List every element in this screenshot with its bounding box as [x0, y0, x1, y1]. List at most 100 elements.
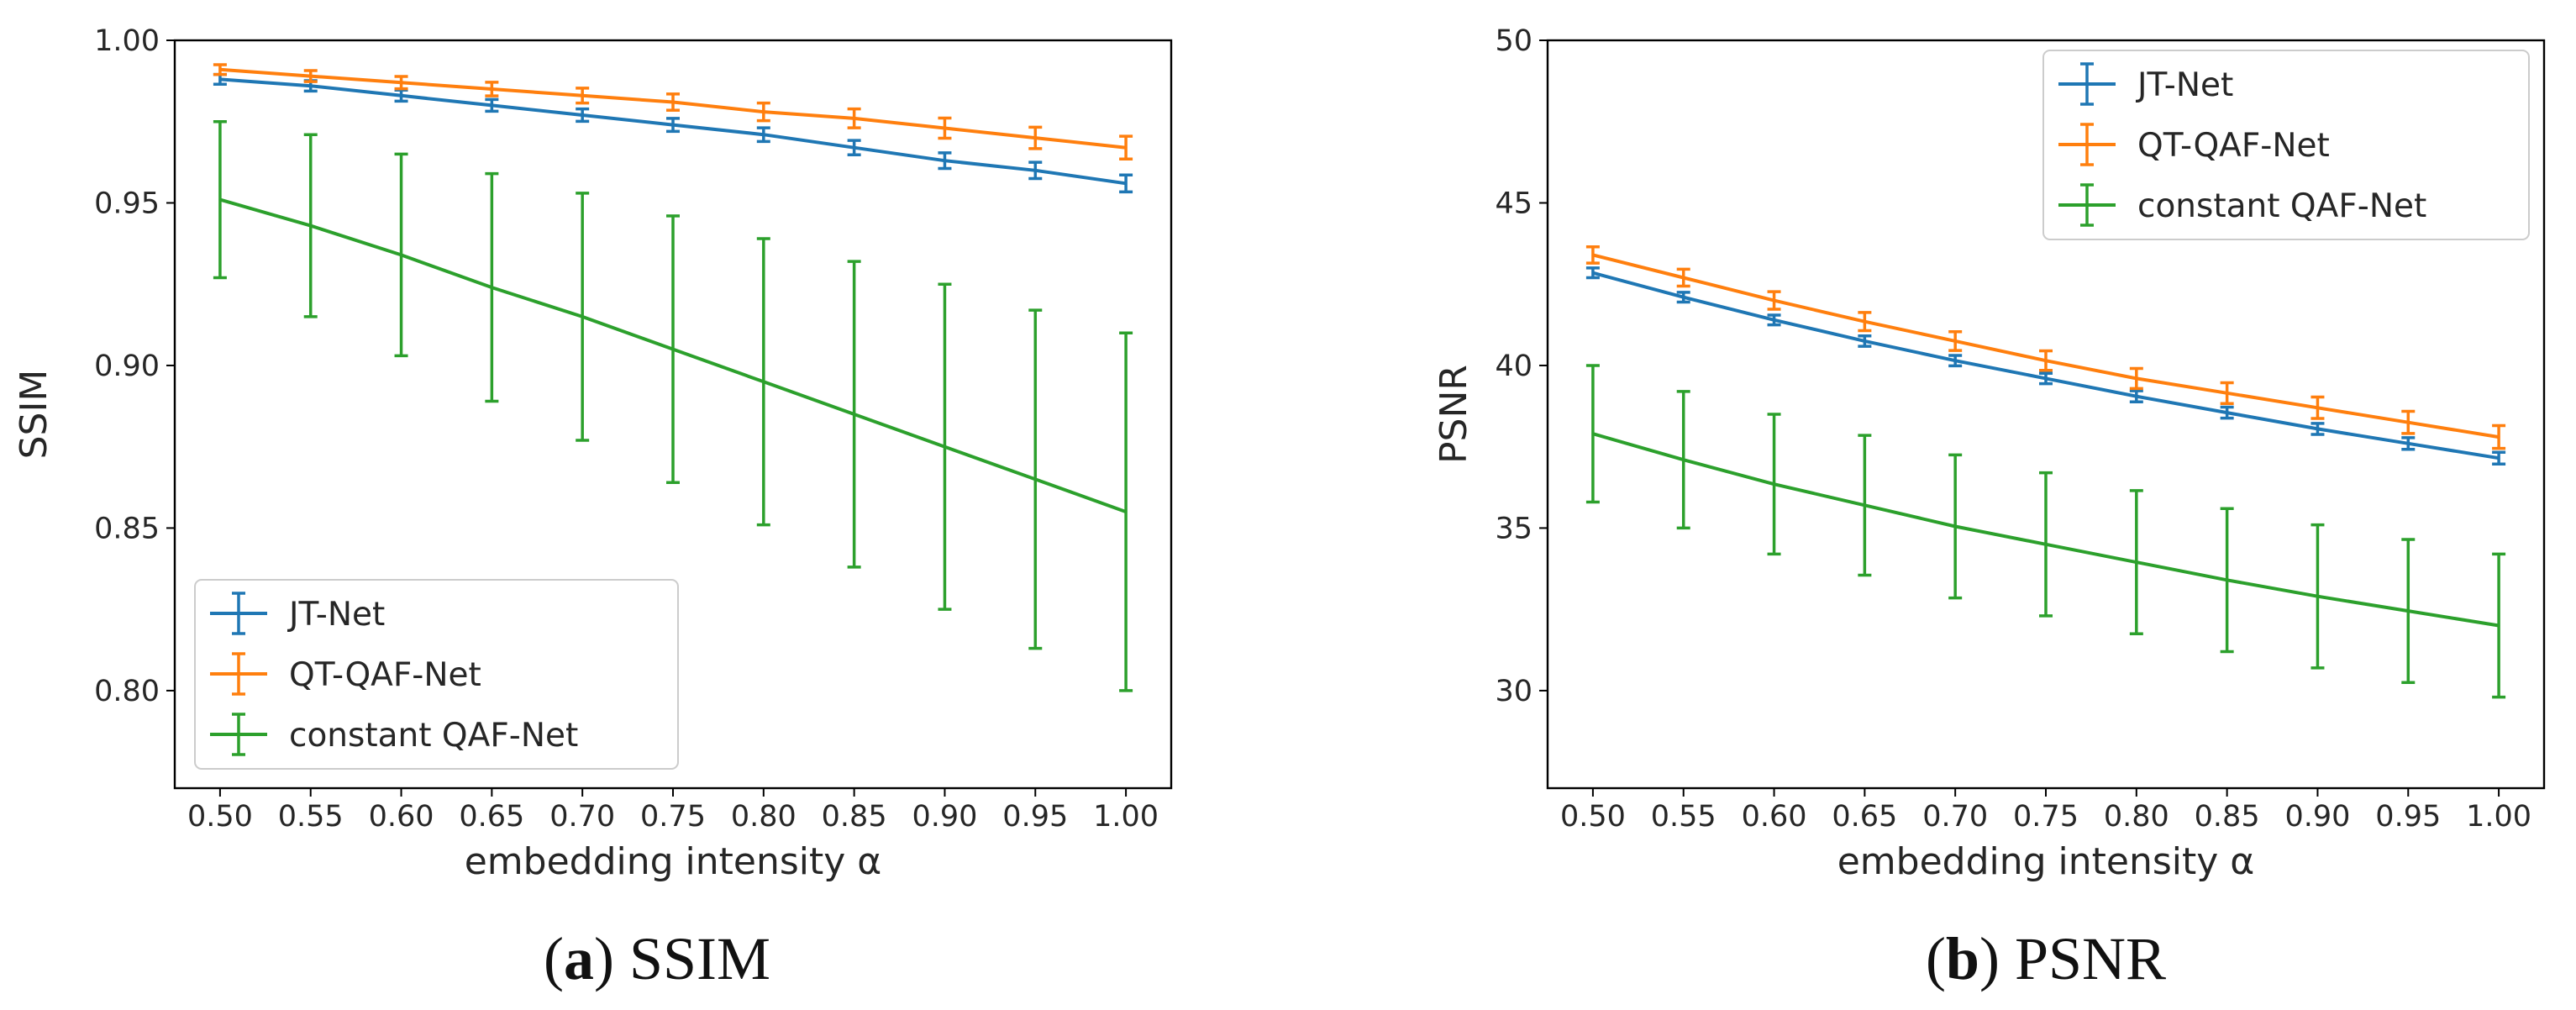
- y-tick-label: 35: [1495, 512, 1532, 545]
- x-tick-label: 0.50: [1560, 800, 1626, 834]
- data-point: [2497, 624, 2500, 628]
- x-tick-label: 0.80: [2104, 800, 2169, 834]
- y-tick-label: 0.85: [94, 512, 160, 545]
- data-point: [581, 113, 584, 117]
- data-point: [1682, 296, 1685, 299]
- x-tick-label: 0.55: [1651, 800, 1716, 834]
- x-tick-label: 0.75: [640, 800, 706, 834]
- x-tick-label: 0.90: [912, 800, 977, 834]
- caption-title: PSNR: [2015, 925, 2166, 992]
- x-tick-label: 0.75: [2013, 800, 2079, 834]
- legend-label: QT-QAF-Net: [289, 656, 481, 694]
- series-line: [1592, 253, 2500, 439]
- data-point: [1033, 169, 1037, 172]
- data-point: [1033, 477, 1037, 481]
- x-tick-label: 0.85: [822, 800, 887, 834]
- y-tick-label: 40: [1495, 350, 1532, 383]
- data-point: [218, 77, 222, 81]
- data-point: [1124, 146, 1128, 150]
- data-point: [2135, 560, 2138, 564]
- data-point: [671, 101, 675, 104]
- x-tick-label: 0.70: [549, 800, 615, 834]
- data-point: [490, 87, 493, 91]
- x-tick-label: 1.00: [1093, 800, 1159, 834]
- data-point: [309, 84, 313, 87]
- x-tick-label: 1.00: [2466, 800, 2531, 834]
- legend: JT-Net QT-QAF-Net constant QAF-Net: [194, 579, 679, 770]
- x-tick-label: 0.95: [1002, 800, 1068, 834]
- x-tick-label: 0.50: [187, 800, 253, 834]
- series-constant-qaf-net: [213, 119, 1133, 692]
- data-point: [762, 133, 765, 136]
- data-point: [2497, 435, 2500, 439]
- x-tick-label: 0.65: [459, 800, 524, 834]
- data-point: [2044, 376, 2048, 380]
- data-point: [1033, 136, 1037, 139]
- legend-box: [194, 579, 679, 770]
- data-point: [581, 94, 584, 97]
- chart-panel-ssim: 0.50 0.55 0.60 0.65 0.70 0.75 0.80 0.85 0.90 0.95…: [13, 24, 1173, 992]
- y-tick-label: 30: [1495, 675, 1532, 708]
- data-point: [2406, 609, 2410, 613]
- data-point: [2226, 578, 2229, 581]
- data-point: [581, 315, 584, 318]
- y-axis-title: SSIM: [13, 370, 55, 460]
- data-point: [671, 124, 675, 127]
- legend-label: JT-Net: [2135, 66, 2233, 104]
- caption-title: SSIM: [629, 925, 770, 992]
- data-point: [1591, 432, 1595, 435]
- data-point: [1863, 320, 1866, 324]
- series-jt-net: [1585, 266, 2506, 466]
- data-point: [853, 117, 856, 120]
- data-point: [1682, 276, 1685, 279]
- y-tick-label: 1.00: [94, 24, 160, 58]
- legend-box: [2042, 50, 2530, 240]
- x-tick-label: 0.65: [1832, 800, 1897, 834]
- data-point: [1953, 339, 1957, 343]
- caption-paren: ): [594, 925, 629, 992]
- panel-caption: (a) SSIM: [544, 925, 770, 992]
- x-tick-label: 0.90: [2284, 800, 2350, 834]
- caption-letter: b: [1946, 925, 1979, 992]
- chart-panel-psnr: 0.50 0.55 0.60 0.65 0.70 0.75 0.80 0.85 0.90 0.95…: [1433, 24, 2546, 992]
- data-point: [1773, 318, 1776, 322]
- y-axis-title: PSNR: [1433, 365, 1475, 464]
- x-axis-title: embedding intensity α: [465, 840, 882, 883]
- data-point: [1863, 503, 1866, 507]
- legend-label: constant QAF-Net: [2137, 187, 2426, 225]
- data-point: [1124, 510, 1128, 513]
- data-point: [490, 286, 493, 289]
- legend-label: constant QAF-Net: [289, 717, 578, 755]
- data-point: [309, 224, 313, 228]
- data-point: [1682, 458, 1685, 461]
- data-point: [400, 94, 403, 97]
- series-qt-qaf-net: [213, 63, 1133, 160]
- data-point: [671, 348, 675, 351]
- data-point: [2316, 595, 2319, 598]
- data-point: [490, 103, 493, 107]
- y-tick-label: 0.95: [94, 187, 160, 220]
- data-point: [943, 159, 946, 162]
- data-point: [1773, 482, 1776, 486]
- data-point: [1953, 359, 1957, 362]
- series-qt-qaf-net: [1585, 245, 2506, 450]
- y-tick-label: 45: [1495, 187, 1532, 220]
- y-tick-label: 50: [1495, 24, 1532, 58]
- data-point: [1773, 299, 1776, 302]
- data-point: [400, 81, 403, 84]
- data-point: [943, 445, 946, 449]
- caption-paren: (: [544, 925, 564, 992]
- x-axis-title: embedding intensity α: [1837, 840, 2255, 883]
- caption-letter: a: [564, 925, 594, 992]
- caption-paren: (: [1926, 925, 1946, 992]
- caption-paren: ): [1979, 925, 2015, 992]
- data-point: [943, 126, 946, 129]
- x-tick-label: 0.85: [2195, 800, 2260, 834]
- data-point: [1591, 253, 1595, 256]
- x-tick-label: 0.60: [369, 800, 434, 834]
- x-tick-label: 0.70: [1922, 800, 1988, 834]
- data-point: [2316, 427, 2319, 430]
- data-point: [309, 75, 313, 78]
- data-point: [2135, 376, 2138, 380]
